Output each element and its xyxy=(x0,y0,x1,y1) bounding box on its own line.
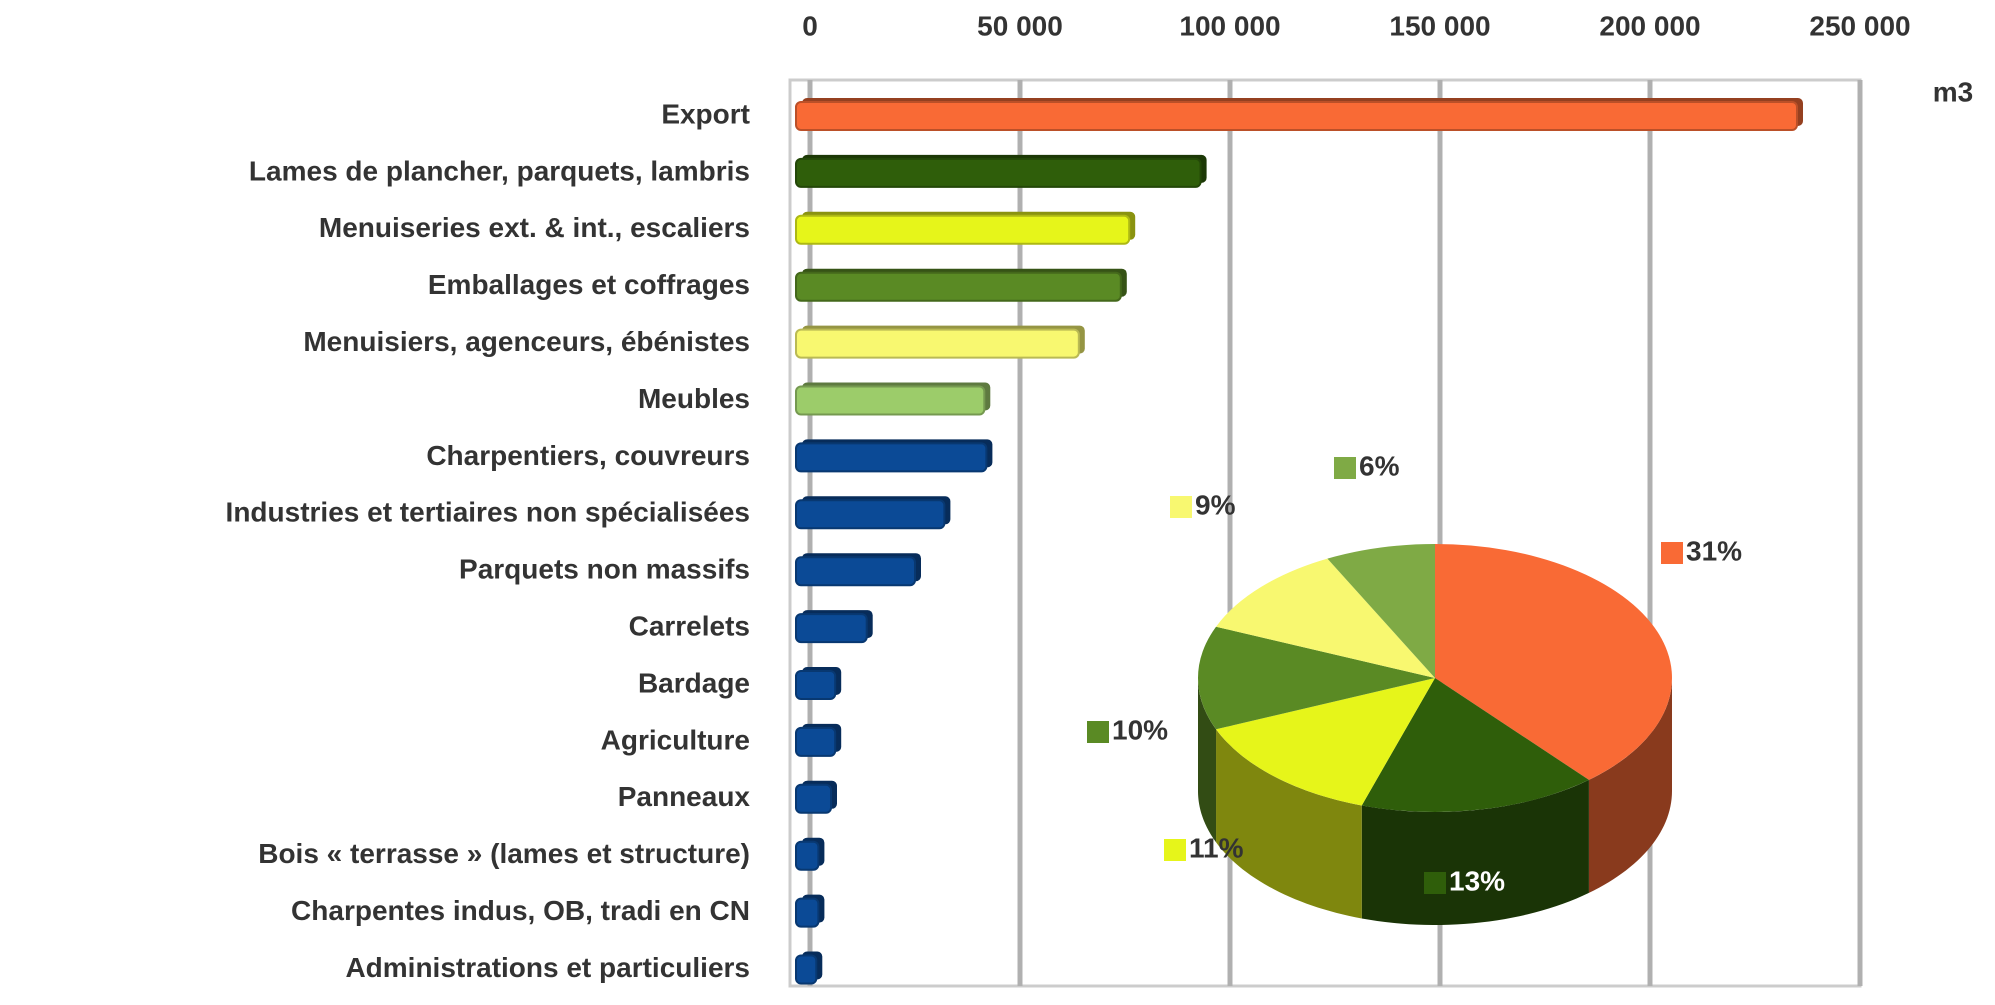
category-label: Bardage xyxy=(638,667,750,698)
bar xyxy=(795,328,1080,359)
slice xyxy=(1435,544,1672,780)
bar xyxy=(795,670,837,700)
slice xyxy=(1361,678,1589,813)
category-label: Charpentiers, couvreurs xyxy=(426,440,750,471)
value-label: 9% xyxy=(1195,489,1236,520)
category-label: Export xyxy=(661,98,750,129)
bar xyxy=(795,556,916,587)
category-label: Emballages et coffrages xyxy=(428,269,750,300)
x-tick-label: 250 000 xyxy=(1809,10,1910,41)
label-swatch xyxy=(1424,872,1446,894)
bar xyxy=(795,157,1202,188)
label-swatch xyxy=(1661,542,1683,564)
slice-side xyxy=(1198,678,1217,843)
category-label: Charpentes indus, OB, tradi en CN xyxy=(291,895,750,926)
unit-label: m3 xyxy=(1933,76,1973,107)
category-label: Menuisiers, agenceurs, ébénistes xyxy=(303,326,750,357)
bar xyxy=(795,499,946,530)
bar xyxy=(795,101,1798,131)
category-label: Carrelets xyxy=(629,610,750,641)
bar xyxy=(795,783,832,814)
value-label: 11% xyxy=(1189,832,1244,863)
bar xyxy=(795,954,818,985)
slice xyxy=(1327,544,1435,678)
category-label: Agriculture xyxy=(601,724,750,755)
x-tick-label: 50 000 xyxy=(977,10,1063,41)
slice xyxy=(1216,678,1435,806)
bar xyxy=(795,214,1131,245)
slice xyxy=(1216,558,1435,678)
slice-side xyxy=(1361,779,1589,925)
label-swatch xyxy=(1334,457,1356,479)
x-tick-label: 0 xyxy=(802,10,818,41)
slice-side xyxy=(1216,729,1362,919)
category-label: Panneaux xyxy=(618,781,751,812)
category-label: Administrations et particuliers xyxy=(345,952,750,983)
x-tick-label: 200 000 xyxy=(1599,10,1700,41)
value-label: 13% xyxy=(1449,865,1505,896)
label-swatch xyxy=(1087,721,1109,743)
x-tick-label: 150 000 xyxy=(1389,10,1490,41)
category-label: Parquets non massifs xyxy=(459,554,750,585)
category-label: Lames de plancher, parquets, lambris xyxy=(249,155,750,186)
category-label: Menuiseries ext. & int., escaliers xyxy=(319,212,750,243)
bar xyxy=(795,385,986,416)
bar xyxy=(795,840,820,871)
value-label: 31% xyxy=(1686,535,1742,566)
category-label: Bois « terrasse » (lames et structure) xyxy=(258,838,750,869)
label-swatch xyxy=(1170,496,1192,518)
label-swatch xyxy=(1164,839,1186,861)
slice xyxy=(1198,626,1435,730)
value-label: 10% xyxy=(1112,714,1168,745)
bar xyxy=(795,726,837,757)
bar xyxy=(795,442,988,473)
value-label: 6% xyxy=(1359,450,1400,481)
x-tick-label: 100 000 xyxy=(1179,10,1280,41)
slice-side xyxy=(1588,678,1672,893)
bar xyxy=(795,613,868,644)
bar xyxy=(795,897,820,928)
category-label: Meubles xyxy=(638,383,750,414)
bar xyxy=(795,271,1122,302)
category-label: Industries et tertiaires non spécialisée… xyxy=(226,497,750,528)
